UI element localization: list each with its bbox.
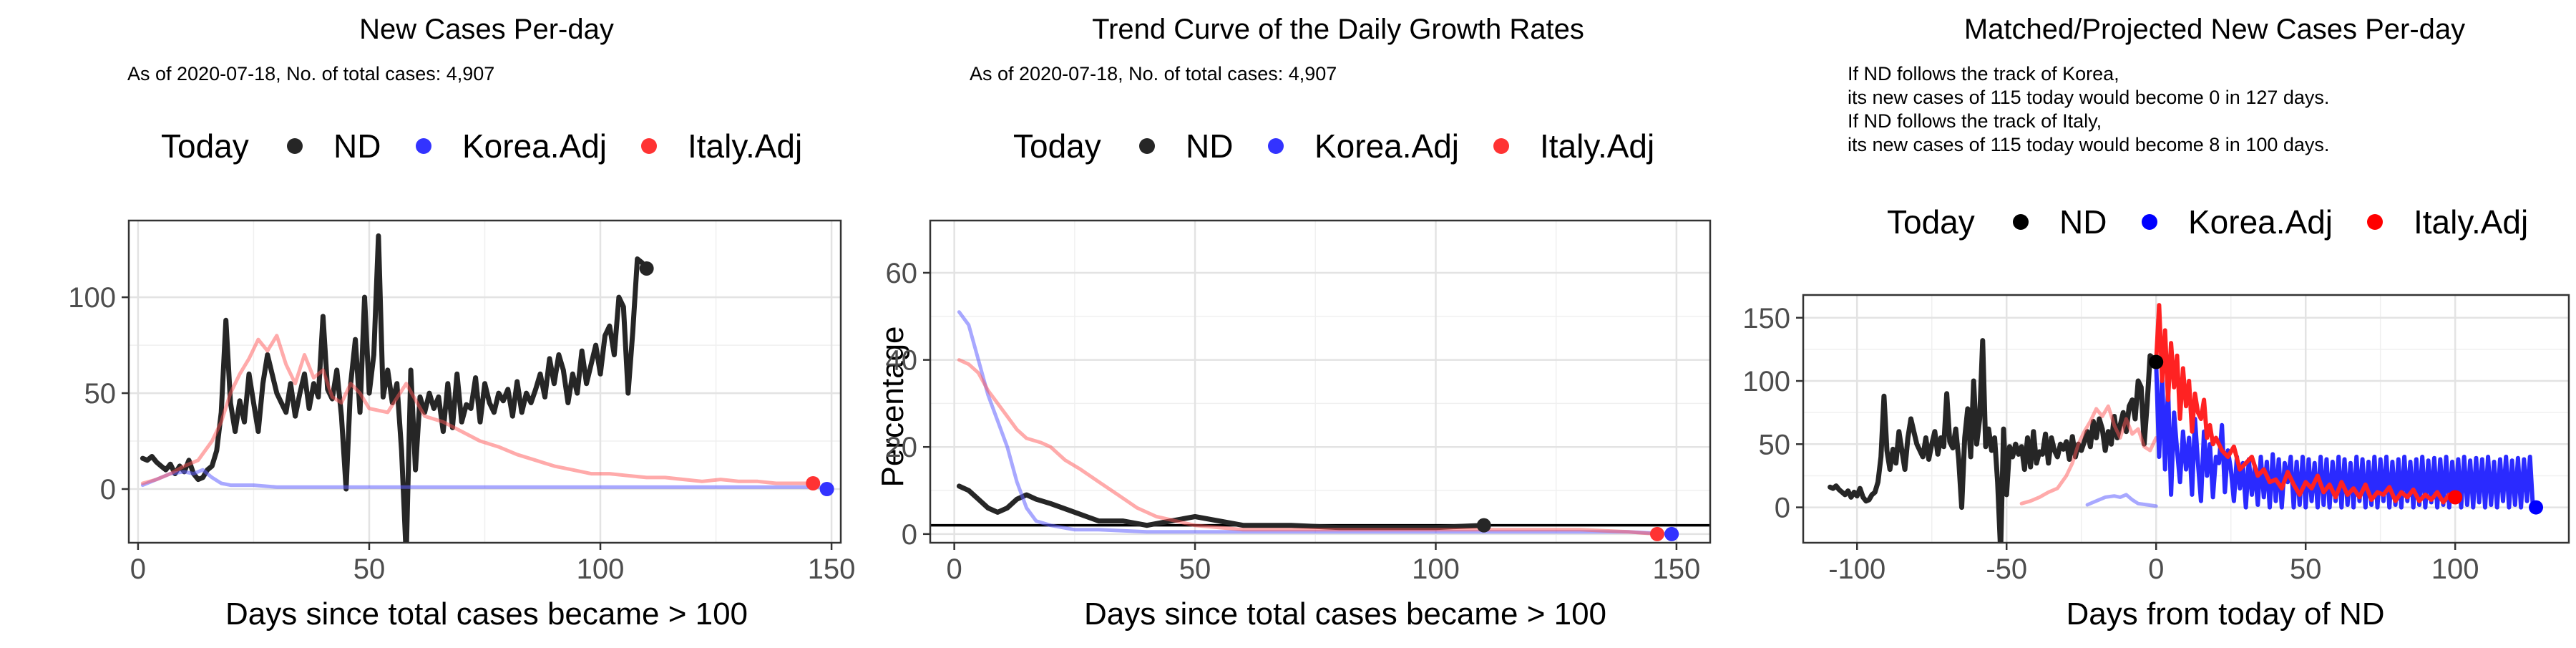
series-line-korea-adj <box>140 468 829 489</box>
x-tick-label: 0 <box>130 553 146 585</box>
x-tick-label: 150 <box>808 553 856 585</box>
plot-area <box>1803 295 2569 543</box>
legend-marker-korea <box>1268 138 1284 154</box>
chart-subtitle-line-2: its new cases of 115 today would become … <box>1848 87 2329 108</box>
y-tick-label: 100 <box>68 282 116 314</box>
series-line-italy-adj-projected <box>2154 303 2458 505</box>
y-tick-label: 100 <box>1742 366 1790 397</box>
chart-title: Matched/Projected New Cases Per-day <box>1964 14 2465 45</box>
today-point-italy-adj <box>806 475 821 490</box>
chart-subtitle: As of 2020-07-18, No. of total cases: 4,… <box>127 63 494 84</box>
x-tick-label: 50 <box>2290 553 2322 585</box>
legend-label-italy: Italy.Adj <box>688 127 802 165</box>
chart-subtitle-line-1: If ND follows the track of Korea, <box>1848 63 2119 84</box>
chart-subtitle-line-4: its new cases of 115 today would become … <box>1848 134 2329 155</box>
legend-marker-italy <box>1493 138 1509 154</box>
y-axis-label: Percentage <box>875 326 910 487</box>
today-point-korea-adj <box>1664 526 1679 541</box>
y-tick-label: 40 <box>886 345 918 377</box>
y-tick-label: 50 <box>84 378 117 410</box>
legend-label-korea: Korea.Adj <box>1314 127 1459 165</box>
x-axis-label: Days from today of ND <box>2066 596 2384 632</box>
panel-growth-rates: Trend Curve of the Daily Growth Rates As… <box>875 14 1712 632</box>
chart-title: New Cases Per-day <box>359 14 614 45</box>
legend-marker-italy <box>641 138 657 154</box>
today-point-italy-adj <box>2448 490 2463 505</box>
legend-title: Today <box>1887 203 1975 241</box>
legend-title: Today <box>161 127 249 165</box>
y-tick-label: 60 <box>886 258 918 289</box>
x-axis-label: Days since total cases became > 100 <box>1084 596 1606 632</box>
legend: Today ND Korea.Adj Italy.Adj <box>1013 127 1654 165</box>
legend-label-nd: ND <box>1186 127 1233 165</box>
today-point-nd <box>639 261 654 276</box>
x-tick-label: 100 <box>577 553 625 585</box>
plot-frame <box>127 219 842 544</box>
x-tick-label: -50 <box>1986 553 2027 585</box>
legend-marker-nd <box>1139 138 1155 154</box>
today-point-nd <box>2149 354 2164 369</box>
plot-area <box>930 221 1710 543</box>
series-line-italy-adj <box>140 334 815 485</box>
legend: Today ND Korea.Adj Italy.Adj <box>161 127 802 165</box>
legend-title: Today <box>1013 127 1101 165</box>
series-group <box>1828 303 2538 543</box>
chart-subtitle: As of 2020-07-18, No. of total cases: 4,… <box>970 63 1337 84</box>
y-tick-label: 20 <box>886 432 918 463</box>
x-tick-label: 150 <box>1653 553 1701 585</box>
y-tick-label: 0 <box>100 474 116 506</box>
legend-marker-nd <box>2013 214 2029 230</box>
series-group <box>930 310 1710 536</box>
panel-projected-cases: Matched/Projected New Cases Per-day If N… <box>1742 14 2570 632</box>
legend-label-korea: Korea.Adj <box>462 127 607 165</box>
chart-subtitle-line-3: If ND follows the track of Italy, <box>1848 110 2102 132</box>
today-point-korea-adj <box>2529 500 2544 515</box>
legend-label-italy: Italy.Adj <box>1540 127 1654 165</box>
legend-marker-korea <box>416 138 431 154</box>
x-axis-label: Days since total cases became > 100 <box>225 596 748 632</box>
today-point-korea-adj <box>819 482 834 496</box>
y-tick-label: 0 <box>902 519 917 551</box>
legend-label-korea: Korea.Adj <box>2188 203 2333 241</box>
x-tick-label: 100 <box>1412 553 1460 585</box>
series-line-korea-adj <box>2085 493 2158 508</box>
y-tick-label: 150 <box>1742 303 1790 334</box>
chart-title: Trend Curve of the Daily Growth Rates <box>1092 14 1584 45</box>
plot-frame <box>1802 294 2570 544</box>
series-line-nd <box>140 233 650 543</box>
today-point-italy-adj <box>1649 526 1664 541</box>
legend: Today ND Korea.Adj Italy.Adj <box>1887 203 2528 241</box>
series-line-italy-adj <box>2019 404 2158 506</box>
x-tick-label: 50 <box>1179 553 1211 585</box>
legend-marker-italy <box>2367 214 2383 230</box>
legend-label-italy: Italy.Adj <box>2414 203 2528 241</box>
x-tick-label: 0 <box>947 553 962 585</box>
series-line-nd <box>1828 338 2159 543</box>
legend-marker-korea <box>2142 214 2157 230</box>
y-tick-label: 50 <box>1759 429 1791 460</box>
x-tick-label: -100 <box>1828 553 1885 585</box>
today-point-nd <box>1476 518 1491 533</box>
series-line-italy-adj <box>957 358 1659 536</box>
series-line-korea-adj <box>957 310 1674 536</box>
series-line-nd <box>956 483 1487 531</box>
legend-label-nd: ND <box>2059 203 2107 241</box>
x-tick-label: 100 <box>2431 553 2479 585</box>
legend-marker-nd <box>287 138 303 154</box>
x-tick-label: 0 <box>2148 553 2164 585</box>
plot-frame <box>929 219 1712 544</box>
x-tick-label: 50 <box>353 553 386 585</box>
panel-new-cases: New Cases Per-day As of 2020-07-18, No. … <box>68 14 855 632</box>
series-line-korea-adj-projected <box>2154 359 2538 510</box>
series-group <box>140 233 829 543</box>
legend-label-nd: ND <box>333 127 381 165</box>
y-tick-label: 0 <box>1775 493 1790 524</box>
